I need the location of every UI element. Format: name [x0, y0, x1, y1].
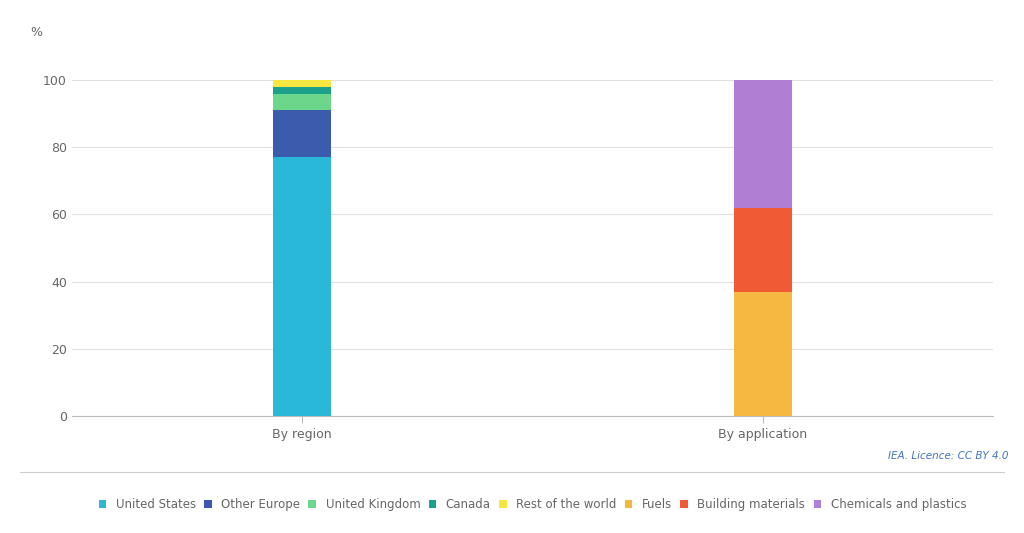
Bar	[273, 87, 331, 94]
Bar	[273, 80, 331, 87]
Bar	[734, 80, 792, 208]
Legend: United States, Other Europe, United Kingdom, Canada, Rest of the world, Fuels, B: United States, Other Europe, United King…	[98, 498, 967, 511]
Bar	[273, 110, 331, 157]
Bar	[734, 208, 792, 292]
Bar	[273, 157, 331, 416]
Bar	[273, 94, 331, 110]
Text: %: %	[31, 26, 42, 39]
Bar	[734, 292, 792, 416]
Text: IEA. Licence: CC BY 4.0: IEA. Licence: CC BY 4.0	[888, 451, 1009, 461]
